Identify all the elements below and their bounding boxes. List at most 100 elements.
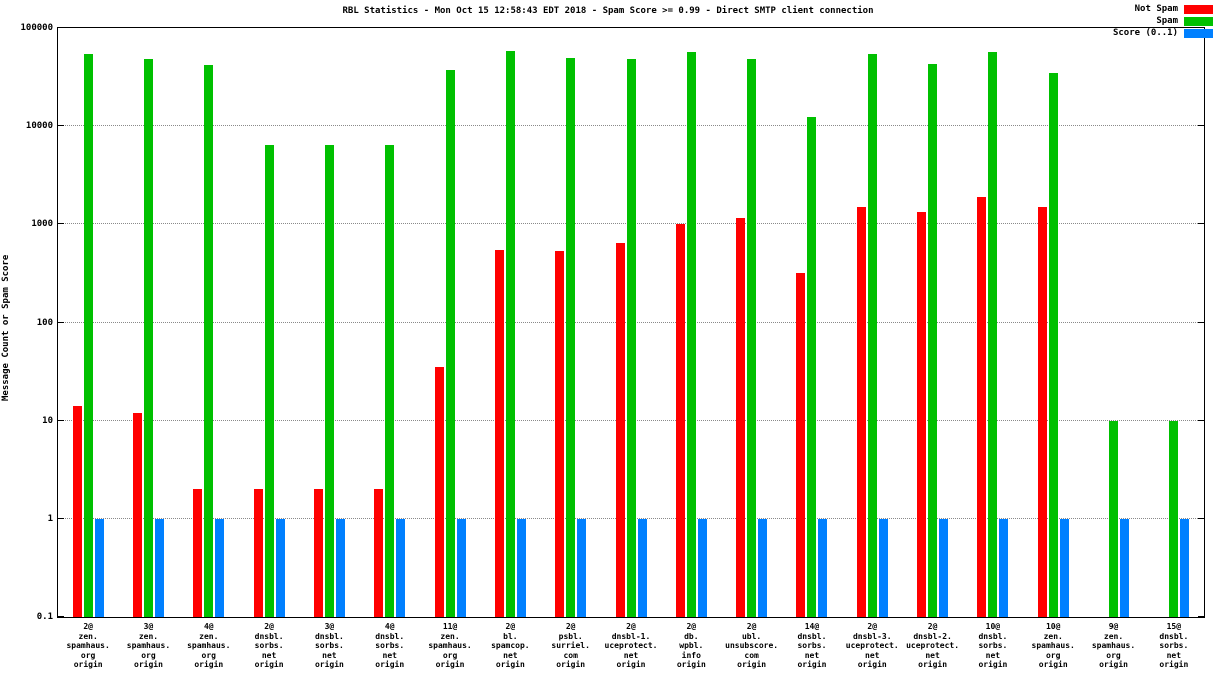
bar-score-0-1 (1120, 518, 1130, 617)
axis-tick (1198, 321, 1204, 323)
legend-item-not-spam: Not Spam (1113, 3, 1213, 15)
axis-tick (1198, 223, 1204, 225)
x-category-label-line: org (1045, 650, 1061, 660)
bar-not-spam (1037, 207, 1047, 617)
x-category-label-line: 14@ (804, 622, 820, 631)
x-category-label: 10@ dnsbl. sorbs. net origin (961, 622, 1025, 670)
x-category-label-line: com (563, 650, 578, 660)
axis-tick (58, 616, 64, 617)
bar-not-spam (494, 249, 504, 617)
x-category-label-line: 2@ (505, 622, 516, 631)
x-category-label-line: uceprotect. (906, 641, 960, 650)
x-category-label-line: origin (1159, 660, 1189, 669)
x-category-label-line: spamhaus. (126, 641, 171, 650)
y-tick-label: 0.1 (36, 612, 53, 622)
x-category-label-line: origin (134, 660, 163, 669)
bar-spam (505, 51, 515, 617)
x-category-label: 3@ dnsbl. sorbs. net origin (297, 622, 361, 670)
x-category-label-line: dnsbl. (314, 631, 344, 641)
x-category-label: 2@ dnsbl. sorbs. net origin (237, 622, 301, 670)
bar-spam (747, 59, 757, 617)
axis-tick (1198, 419, 1204, 421)
x-category-label-line: 4@ (384, 622, 395, 631)
bar-not-spam (977, 196, 987, 617)
legend-item-spam: Spam (1113, 15, 1213, 27)
bar-score-0-1 (456, 518, 466, 617)
bar-score-0-1 (637, 518, 647, 617)
bar-score-0-1 (215, 518, 225, 617)
x-category-label-line: spamhaus. (187, 641, 231, 650)
x-category-label-line: origin (73, 660, 103, 669)
x-category-label-line: net (925, 650, 940, 660)
x-category-label-line: 2@ (626, 622, 636, 631)
bar-not-spam (917, 211, 927, 617)
x-category-label-line: org (201, 650, 216, 660)
bar-not-spam (132, 412, 142, 617)
bar-score-0-1 (818, 518, 828, 617)
x-category-label-line: dnsbl-2. (913, 631, 952, 641)
bar-spam (686, 51, 696, 617)
x-category-label-line: origin (616, 660, 646, 669)
bar-spam (867, 53, 877, 617)
bar-spam (1048, 72, 1058, 617)
x-category-label-line: 2@ (746, 622, 757, 631)
x-category-label-line: origin (254, 660, 284, 669)
bar-score-0-1 (94, 518, 104, 617)
x-category-label-line: spamhaus. (1031, 641, 1075, 650)
bar-not-spam (615, 242, 625, 617)
bar-not-spam (675, 224, 685, 617)
x-category-label-line: psbl. (558, 631, 583, 641)
x-category-label-line: dnsbl. (797, 631, 827, 641)
x-category-label-line: uceprotect. (604, 641, 658, 650)
bar-not-spam (253, 489, 263, 617)
x-category-label-line: net (985, 650, 1001, 660)
x-category-label: 9@ zen. spamhaus. org origin (1082, 622, 1146, 670)
x-category-label-line: com (744, 650, 759, 660)
legend: Not Spam Spam Score (0..1) (1113, 3, 1213, 39)
x-category-label-line: origin (797, 660, 827, 669)
legend-swatch-spam (1184, 16, 1213, 26)
plot-area (57, 27, 1205, 618)
bar-score-0-1 (516, 518, 526, 617)
bar-not-spam (193, 489, 203, 617)
x-category-label-line: origin (737, 660, 767, 669)
x-category-label: 11@ zen. spamhaus. org origin (418, 622, 482, 670)
x-category-label: 2@ psbl. surriel. com origin (539, 622, 603, 670)
x-category-label-line: 2@ (264, 622, 274, 631)
x-category-label-line: origin (314, 660, 344, 669)
x-category-label-line: dnsbl. (375, 631, 405, 641)
bar-score-0-1 (1059, 518, 1069, 617)
legend-label: Score (0..1) (1112, 28, 1178, 38)
x-category-label-line: net (1166, 650, 1182, 660)
bar-spam (264, 144, 274, 617)
x-category-label-line: sorbs. (1159, 641, 1189, 650)
bar-not-spam (434, 367, 444, 617)
bar-score-0-1 (577, 518, 587, 617)
x-category-label: 3@ zen. spamhaus. org origin (116, 622, 180, 670)
x-category-label-line: 11@ (442, 622, 458, 631)
axis-tick (1198, 27, 1204, 28)
legend-label: Not Spam (1134, 4, 1178, 14)
bar-spam (204, 64, 214, 617)
x-category-label-line: net (804, 650, 820, 660)
x-category-label-line: net (322, 650, 337, 660)
bar-spam (1169, 420, 1179, 617)
x-category-label-line: spamcop. (491, 641, 530, 650)
x-category-label-line: origin (918, 660, 948, 669)
bar-spam (385, 144, 395, 617)
x-category-label-line: db. (684, 631, 699, 641)
x-category-label-line: 3@ (143, 622, 154, 631)
x-category-label-line: surriel. (551, 641, 590, 650)
bar-not-spam (72, 406, 82, 617)
x-category-label-line: sorbs. (978, 641, 1008, 650)
x-category-label-line: net (865, 650, 880, 660)
bar-spam (324, 144, 334, 617)
x-category-label: 2@ dnsbl-2. uceprotect. net origin (901, 622, 965, 670)
axis-tick (58, 419, 64, 421)
x-category-label-line: 9@ (1108, 622, 1119, 631)
bar-score-0-1 (1180, 518, 1190, 617)
x-category-label-line: origin (495, 660, 525, 669)
axis-tick (58, 27, 64, 28)
axis-tick (58, 223, 64, 225)
